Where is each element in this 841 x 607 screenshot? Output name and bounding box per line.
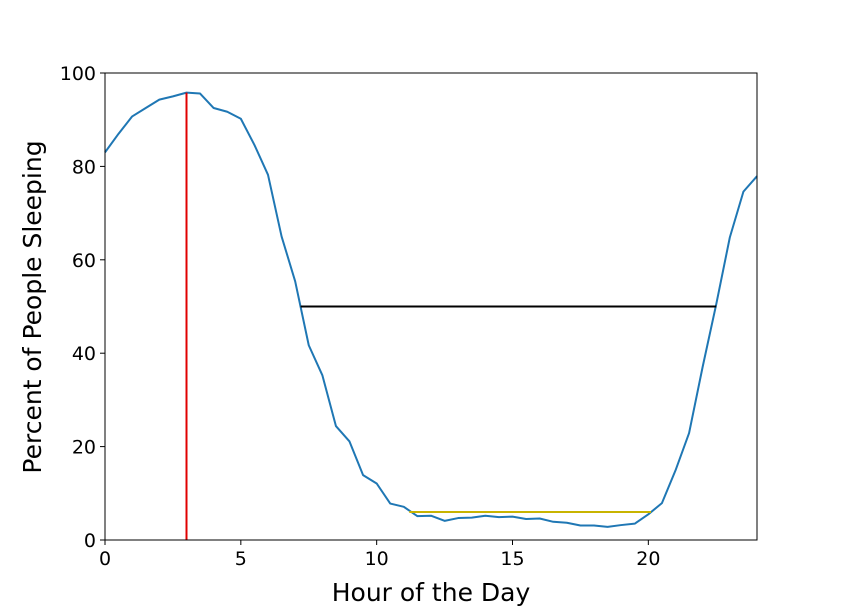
x-tick-label: 10 (365, 548, 389, 570)
axis-ticks: 0 5 10 15 20 0 20 40 60 80 100 (60, 63, 661, 570)
y-tick-label: 100 (60, 63, 96, 85)
y-tick-label: 0 (84, 530, 96, 552)
plot-frame (104, 72, 758, 541)
x-tick-label: 5 (235, 548, 247, 570)
series-line-0 (104, 91, 758, 528)
x-tick-label: 15 (500, 548, 524, 570)
y-axis-label: Percent of People Sleeping (18, 140, 47, 473)
y-tick-label: 40 (72, 343, 96, 365)
x-tick-label: 0 (99, 548, 111, 570)
y-tick-label: 20 (72, 437, 96, 459)
x-axis-label: Hour of the Day (332, 578, 531, 607)
y-tick-label: 60 (72, 250, 96, 272)
y-tick-label: 80 (72, 156, 96, 178)
plot-marks (104, 91, 758, 540)
x-tick-label: 20 (636, 548, 660, 570)
